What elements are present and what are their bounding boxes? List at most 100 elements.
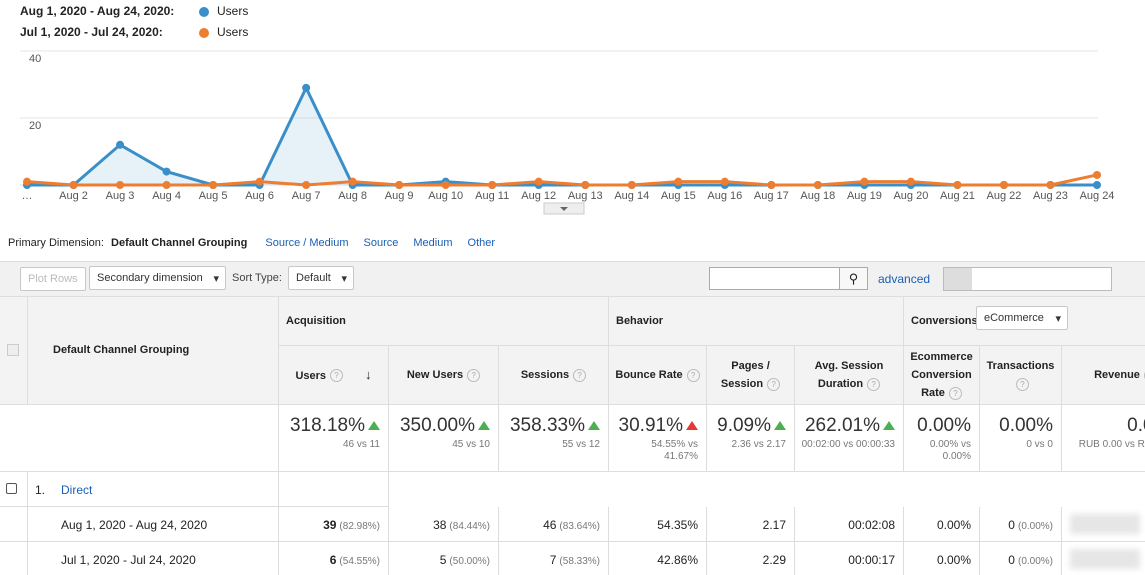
- checkbox[interactable]: [7, 344, 19, 356]
- y-tick-label: 40: [29, 53, 41, 65]
- column-header-text: Pages / Session: [720, 360, 770, 390]
- totals-cell: 262.01% 00:02:00 vs 00:00:33: [795, 405, 904, 472]
- column-header: Ecommerce Conversion Rate?: [904, 346, 980, 405]
- metric-value: 0.00%: [936, 553, 971, 567]
- help-icon: ?: [467, 368, 481, 382]
- header-checkbox-cell: [0, 297, 28, 405]
- column-header: New Users?: [389, 346, 499, 405]
- secondary-dimension-select[interactable]: Secondary dimension ▾: [89, 266, 226, 290]
- metric-cell: 0.00%: [904, 507, 980, 542]
- dimension-option[interactable]: Source / Medium: [265, 237, 349, 249]
- totals-value: 0.00%: [999, 415, 1053, 436]
- data-point: [534, 177, 543, 186]
- metric-share: (82.98%): [339, 521, 380, 532]
- totals-value-row: 262.01%: [801, 415, 895, 437]
- row-spacer: [279, 472, 389, 507]
- dimension-option[interactable]: Other: [467, 237, 496, 249]
- checkbox[interactable]: [6, 483, 17, 494]
- data-point: [116, 181, 125, 189]
- metric-share: (84.44%): [449, 521, 490, 532]
- metric-cell: 2.17: [707, 507, 795, 542]
- legend-swatch: [199, 7, 209, 17]
- data-point: [255, 177, 264, 186]
- totals-cell: 318.18% 46 vs 11: [279, 405, 389, 472]
- metric-cell: 0.00%: [904, 542, 980, 575]
- x-tick-label: Aug 17: [754, 190, 789, 202]
- column-header-label: Avg. Session Duration?: [801, 357, 897, 393]
- x-tick-label: Aug 20: [893, 190, 928, 202]
- advanced-link[interactable]: advanced: [878, 272, 931, 286]
- sort-type-select[interactable]: Default ▾: [288, 266, 354, 290]
- metric-value: 6: [329, 553, 337, 567]
- totals-compare: 54.55% vs 41.67%: [651, 439, 698, 462]
- row-checkbox-spacer: [0, 507, 28, 542]
- totals-cell: 0.00% 0.00% vs 0.00%: [904, 405, 980, 472]
- search-box[interactable]: ⚲: [709, 267, 868, 290]
- totals-value-row: 30.91%: [615, 415, 698, 437]
- metric-cell: 42.86%: [609, 542, 707, 575]
- period-cell: Jul 1, 2020 - Jul 24, 2020: [28, 542, 279, 575]
- active-dimension: Default Channel Grouping: [111, 237, 248, 249]
- data-point: [488, 181, 497, 189]
- dimension-option[interactable]: Source: [363, 237, 399, 249]
- group-select[interactable]: eCommerce ▾: [976, 306, 1068, 330]
- column-header-label: Ecommerce Conversion Rate?: [910, 348, 973, 402]
- legend-period: Aug 1, 2020 - Aug 24, 2020:: [20, 4, 174, 18]
- dimension-option[interactable]: Medium: [413, 237, 453, 249]
- data-point: [302, 83, 311, 92]
- data-point: [116, 140, 125, 149]
- x-tick-label: Aug 16: [707, 190, 742, 202]
- data-point: [69, 181, 78, 189]
- metric-share: (0.00%): [1017, 556, 1053, 567]
- metric-value: 7: [549, 553, 557, 567]
- plot-rows-button[interactable]: Plot Rows: [20, 267, 86, 291]
- data-point: [627, 181, 636, 189]
- x-tick-label: Aug 8: [338, 190, 367, 202]
- metric-cell: 38 (84.44%): [389, 507, 499, 542]
- series-area: [27, 87, 1097, 185]
- totals-cell: 9.09% 2.36 vs 2.17: [707, 405, 795, 472]
- totals-cell: 350.00% 45 vs 10: [389, 405, 499, 472]
- x-tick-label: Aug 14: [614, 190, 649, 202]
- help-icon: ?: [686, 368, 700, 382]
- help-icon: ?: [948, 386, 962, 400]
- totals-value: 0.00%: [917, 415, 971, 436]
- x-tick-label: Aug 12: [521, 190, 556, 202]
- x-tick-label: Aug 18: [800, 190, 835, 202]
- totals-cell: 30.91% 54.55% vs 41.67%: [609, 405, 707, 472]
- column-header: Revenue?: [1062, 346, 1145, 405]
- data-point: [162, 181, 171, 189]
- data-point: [1093, 170, 1101, 179]
- help-icon: ?: [867, 377, 881, 391]
- totals-compare: 0.00% vs 0.00%: [929, 439, 971, 462]
- totals-value: 350.00%: [399, 415, 475, 436]
- metric-cell: 39 (82.98%): [279, 507, 389, 542]
- column-header: Bounce Rate?: [609, 346, 707, 405]
- x-tick-label: Aug 22: [987, 190, 1022, 202]
- view-switcher[interactable]: [943, 267, 1112, 291]
- data-point: [999, 181, 1008, 189]
- dimension-header: Default Channel Grouping: [28, 297, 279, 405]
- column-header-label: Revenue?: [1094, 366, 1145, 384]
- totals-dimension-cell: [0, 405, 279, 472]
- data-point: [395, 181, 404, 189]
- totals-compare: RUB 0.00 vs RUB 0.00: [1078, 439, 1145, 450]
- x-tick-label: Aug 3: [106, 190, 135, 202]
- metric-cell: 0 (0.00%): [980, 542, 1062, 575]
- column-header-text: Revenue: [1094, 369, 1140, 381]
- totals-value: 30.91%: [618, 415, 683, 436]
- data-point: [581, 181, 590, 189]
- period-label: Aug 1, 2020 - Aug 24, 2020: [61, 518, 208, 532]
- group-select-text: eCommerce: [984, 312, 1044, 324]
- column-header-text: Bounce Rate: [615, 369, 683, 381]
- column-header-label: New Users?: [407, 366, 481, 384]
- search-button[interactable]: ⚲: [839, 268, 867, 289]
- data-point: [767, 181, 776, 189]
- sort-type-label: Sort Type:: [232, 272, 282, 284]
- row-label[interactable]: Direct: [61, 483, 93, 497]
- blurred-value: [1070, 549, 1140, 569]
- totals-compare: 46 vs 11: [342, 439, 380, 450]
- data-point: [162, 167, 171, 176]
- sort-icon: ↓: [365, 366, 372, 382]
- y-tick-label: 20: [29, 120, 41, 132]
